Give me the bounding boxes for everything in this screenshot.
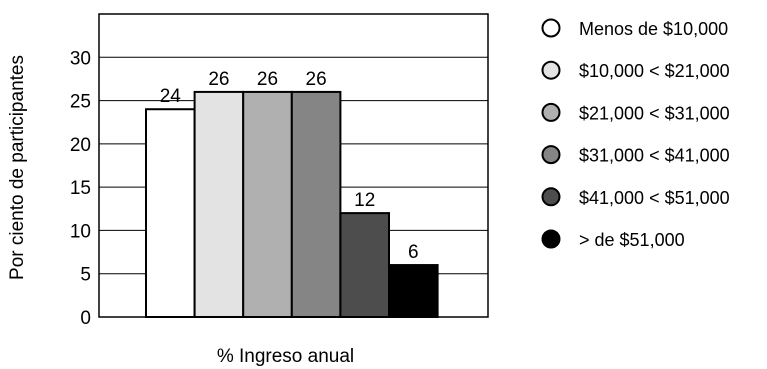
legend-marker [541,60,561,80]
data-labels: 24 26 26 26 12 6 [160,69,419,263]
bar [193,90,245,318]
y-axis-title: Por ciento de participantes [7,55,28,280]
data-label: 6 [408,242,419,263]
legend-marker [541,229,561,249]
legend-marker [541,18,561,38]
legend-label: $10,000 < $21,000 [579,61,730,81]
bar [388,264,439,318]
y-tick-label: 20 [70,135,91,156]
legend-label: $41,000 < $51,000 [579,188,730,208]
legend: Menos de $10,000 $10,000 < $21,000 $21,000… [541,18,730,250]
data-label: 26 [257,69,278,90]
y-tick-label: 0 [80,308,91,329]
data-label: 26 [208,69,229,90]
y-tick-label: 15 [70,178,91,199]
bars [145,90,439,318]
legend-label: > de $51,000 [579,230,685,250]
legend-marker [541,102,561,122]
data-label: 12 [354,190,375,211]
y-tick-label: 25 [70,92,91,113]
y-axis-ticks: 0 5 10 15 20 25 30 [70,48,91,329]
y-tick-label: 10 [70,221,91,242]
y-tick-label: 30 [70,48,91,69]
plot-frame [98,13,489,318]
data-label: 24 [160,86,182,107]
y-tick-label: 5 [80,265,91,286]
legend-label: $21,000 < $31,000 [579,103,730,123]
data-label: 26 [306,69,327,90]
bar [339,212,390,318]
x-axis-title: % Ingreso anual [217,346,354,367]
legend-marker [541,145,561,165]
legend-label: $31,000 < $41,000 [579,146,730,166]
legend-label: Menos de $10,000 [579,19,728,39]
legend-marker [541,187,561,207]
bar [290,90,342,318]
bar [242,90,293,318]
bar [145,108,196,318]
